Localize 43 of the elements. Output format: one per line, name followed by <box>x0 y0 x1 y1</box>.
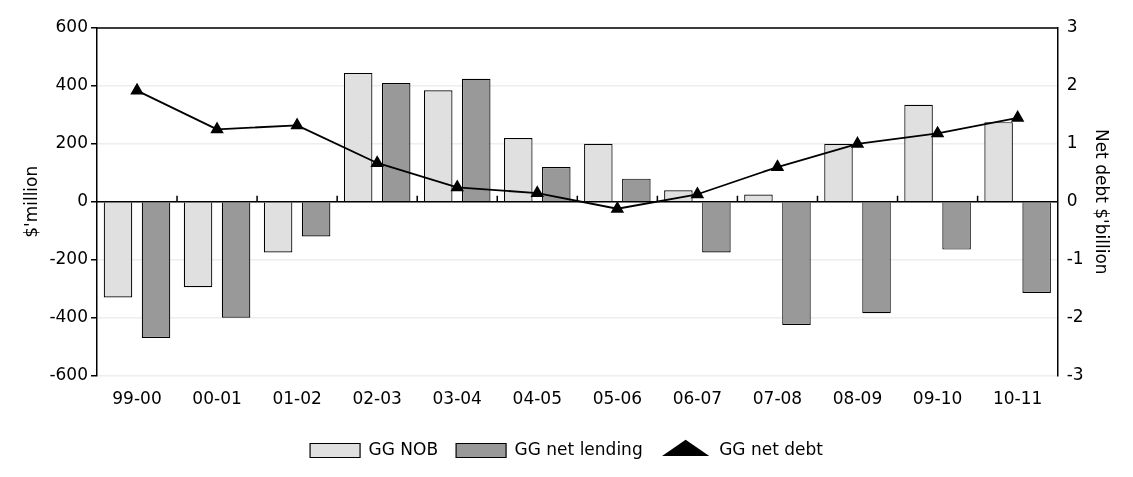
x-tick-label: 05-06 <box>592 388 643 409</box>
point <box>371 156 384 167</box>
point <box>531 186 544 198</box>
y2-tick-label: 2 <box>1066 74 1078 95</box>
y2-axis-title: Net debt $'billion <box>1092 128 1113 275</box>
point <box>130 83 144 95</box>
point <box>291 118 304 130</box>
x-tick-label: 01-02 <box>272 388 322 409</box>
y-tick-label: -400 <box>49 306 88 327</box>
y2-tick-label: 0 <box>1066 190 1078 211</box>
legend-label: GG NOB <box>368 438 439 459</box>
y2-tick-label: 3 <box>1066 16 1078 37</box>
y2-tick-label: -2 <box>1066 306 1084 327</box>
point <box>210 122 224 134</box>
y-axis-title: $'million <box>20 165 41 238</box>
point <box>771 160 784 171</box>
y-tick-label: 600 <box>55 16 88 37</box>
point <box>851 136 864 148</box>
x-tick-label: 04-05 <box>512 388 562 409</box>
legend-label: GG net lending <box>514 438 643 459</box>
y2-tick-label: -3 <box>1066 364 1084 385</box>
point <box>451 180 464 192</box>
x-tick-label: 09-10 <box>912 388 963 409</box>
y2-tick-label: 1 <box>1066 132 1078 153</box>
x-tick-label: 07-08 <box>752 388 803 409</box>
y2-tick-label: -1 <box>1066 248 1084 269</box>
x-tick-label: 06-07 <box>672 388 723 409</box>
x-tick-label: 02-03 <box>352 388 402 409</box>
y-tick-label: -600 <box>49 364 88 385</box>
x-tick-label: 00-01 <box>192 388 242 409</box>
legend-label: GG net debt <box>719 438 824 459</box>
point <box>1011 110 1024 122</box>
x-tick-label: 08-09 <box>832 388 883 409</box>
y-tick-label: 0 <box>77 190 88 211</box>
x-tick-label: 03-04 <box>432 388 482 409</box>
x-tick-label: 99-00 <box>112 388 162 409</box>
point <box>691 187 704 199</box>
y-tick-label: 400 <box>55 74 88 95</box>
y-tick-label: -200 <box>49 248 88 269</box>
x-tick-label: 10-11 <box>992 388 1043 409</box>
point <box>611 201 624 213</box>
point <box>931 126 944 138</box>
y-tick-label: 200 <box>55 132 88 153</box>
